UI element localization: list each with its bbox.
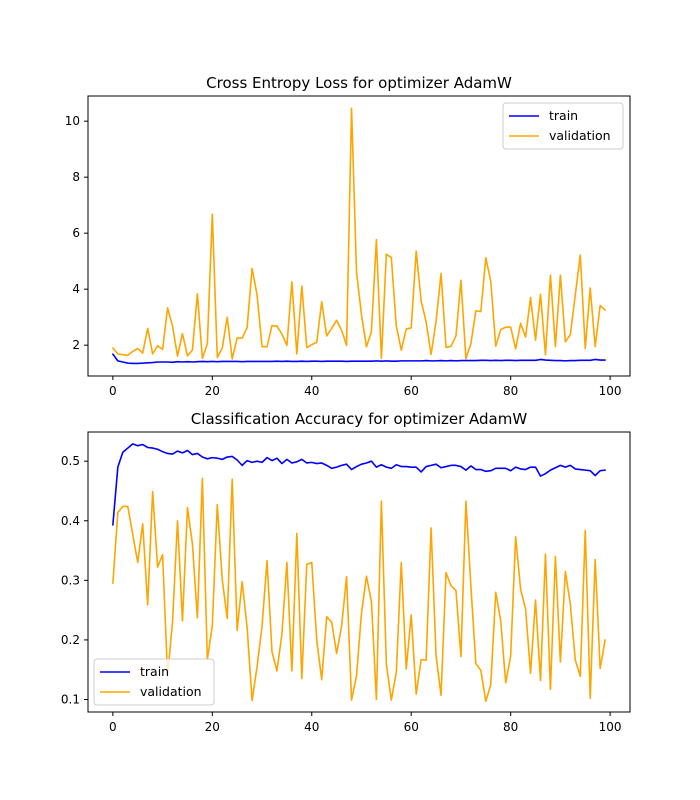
accuracy-legend-label-train: train	[140, 664, 169, 679]
loss-x-tick-label: 60	[404, 384, 419, 398]
loss-y-tick-label: 10	[65, 114, 80, 128]
accuracy-x-tick-label: 60	[404, 720, 419, 734]
accuracy-y-tick-label: 0.4	[61, 514, 80, 528]
accuracy-y-tick-label: 0.3	[61, 573, 80, 587]
loss-series-layer	[112, 107, 606, 365]
loss-y-tick-label: 8	[72, 170, 80, 184]
accuracy-legend-box	[93, 658, 215, 706]
accuracy-ticks-layer: 0 20 40 60 80 100 0.1 0.2 0.3 0.4 0.5	[61, 454, 622, 734]
accuracy-chart-title: Classification Accuracy for optimizer Ad…	[191, 410, 528, 428]
accuracy-series-layer	[112, 443, 606, 703]
accuracy-x-tick-label: 80	[503, 720, 518, 734]
loss-x-tick-label: 40	[304, 384, 319, 398]
loss-x-tick-label: 80	[503, 384, 518, 398]
accuracy-y-tick-label: 0.2	[61, 633, 80, 647]
accuracy-x-tick-label: 0	[109, 720, 117, 734]
accuracy-x-tick-label: 100	[599, 720, 622, 734]
loss-y-tick-label: 2	[72, 338, 80, 352]
accuracy-legend-label-validation: validation	[140, 684, 202, 699]
accuracy-y-tick-label: 0.5	[61, 454, 80, 468]
loss-y-tick-label: 4	[72, 282, 80, 296]
accuracy-chart: Classification Accuracy for optimizer Ad…	[61, 410, 631, 734]
loss-legend: train validation	[502, 102, 624, 150]
accuracy-y-tick-label: 0.1	[61, 692, 80, 706]
accuracy-x-tick-label: 40	[304, 720, 319, 734]
loss-x-tick-label: 100	[599, 384, 622, 398]
accuracy-series-validation-line	[112, 477, 606, 703]
loss-series-train-line	[112, 353, 606, 365]
loss-plot-frame	[87, 95, 631, 377]
loss-chart-title: Cross Entropy Loss for optimizer AdamW	[206, 74, 512, 92]
accuracy-series-train-line	[112, 443, 606, 526]
loss-legend-label-validation: validation	[549, 128, 611, 143]
loss-x-tick-label: 20	[205, 384, 220, 398]
loss-x-tick-label: 0	[109, 384, 117, 398]
accuracy-plot-frame	[87, 431, 631, 713]
accuracy-x-tick-label: 20	[205, 720, 220, 734]
accuracy-legend: train validation	[93, 658, 215, 706]
loss-chart: Cross Entropy Loss for optimizer AdamW 0…	[65, 74, 631, 398]
loss-series-validation-line	[112, 107, 606, 360]
loss-y-tick-label: 6	[72, 226, 80, 240]
loss-ticks-layer: 0 20 40 60 80 100 2 4 6 8 10	[65, 114, 622, 398]
loss-legend-label-train: train	[549, 108, 578, 123]
loss-legend-box	[502, 102, 624, 150]
